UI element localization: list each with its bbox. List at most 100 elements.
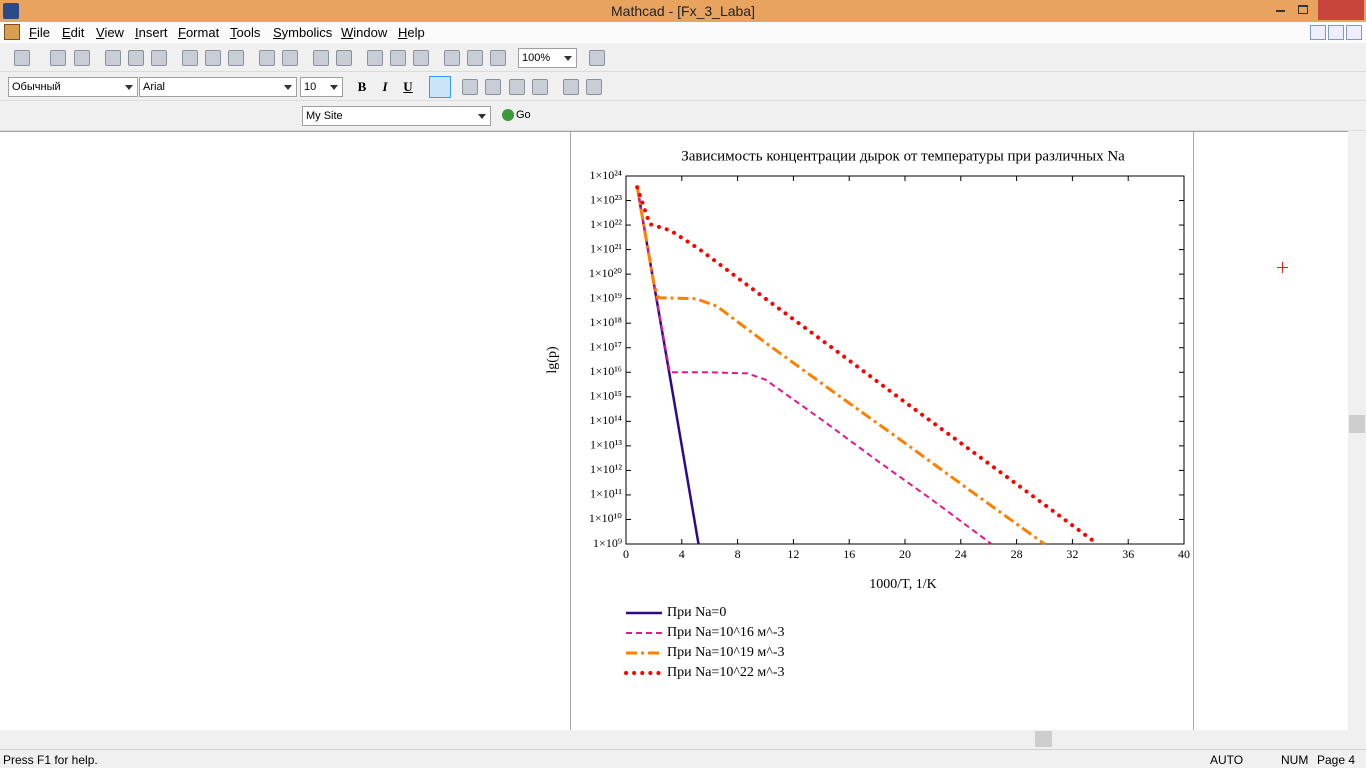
x-tick-label: 20 (899, 547, 911, 561)
toolbar-button[interactable] (105, 50, 121, 66)
mdi-minimize[interactable] (1310, 25, 1326, 40)
minimize-button[interactable] (1276, 10, 1285, 12)
menu-item[interactable]: Window (341, 25, 388, 40)
title-bar: Mathcad - [Fx_3_Laba] (0, 0, 1366, 22)
restore-button[interactable] (1298, 5, 1308, 14)
toolbar-button[interactable] (14, 50, 30, 66)
x-tick-label: 24 (955, 547, 967, 561)
bold-button[interactable]: B (357, 79, 367, 94)
menu-item[interactable]: File (29, 25, 50, 40)
toolbar-button[interactable] (205, 50, 221, 66)
scroll-thumb[interactable] (1035, 731, 1052, 747)
menu-bar (0, 22, 1366, 43)
y-tick-label: 1×10²² (590, 217, 622, 231)
toolbar-button[interactable] (282, 50, 298, 66)
menu-item[interactable]: Edit (62, 25, 85, 40)
x-tick-label: 28 (1011, 547, 1023, 561)
toolbar-button[interactable] (467, 50, 483, 66)
y-tick-label: 1×10¹² (590, 462, 622, 476)
y-tick-label: 1×10¹⁴ (589, 413, 622, 427)
toolbar-button[interactable] (74, 50, 90, 66)
scroll-thumb[interactable] (1349, 415, 1365, 433)
close-button[interactable] (1318, 0, 1364, 20)
y-tick-label: 1×10¹⁶ (589, 364, 622, 378)
x-tick-label: 36 (1122, 547, 1134, 561)
series-line (635, 185, 1100, 546)
toolbar-button[interactable] (367, 50, 383, 66)
legend-label: При Na=10^16 м^-3 (667, 625, 784, 640)
x-tick-label: 0 (623, 547, 629, 561)
go-icon (502, 109, 514, 121)
y-tick-label: 1×10²¹ (590, 241, 622, 255)
status-page: Page 4 (1317, 753, 1356, 767)
y-tick-label: 1×10¹¹ (590, 487, 622, 501)
y-tick-label: 1×10²³ (590, 192, 622, 206)
toolbar-button[interactable] (336, 50, 352, 66)
y-tick-label: 1×10¹⁷ (589, 339, 622, 353)
toolbar-button[interactable] (589, 50, 605, 66)
x-tick-label: 8 (735, 547, 741, 561)
legend-label: При Na=0 (667, 605, 726, 620)
toolbar-button[interactable] (182, 50, 198, 66)
menu-item[interactable]: Format (178, 25, 220, 40)
y-tick-label: 1×10¹⁹ (589, 290, 622, 304)
y-tick-label: 1×10¹⁸ (589, 315, 622, 329)
toolbar-button[interactable] (490, 50, 506, 66)
mdi-restore[interactable] (1328, 25, 1344, 40)
x-tick-label: 16 (843, 547, 855, 561)
app-icon (3, 3, 19, 19)
toolbar-button[interactable] (413, 50, 429, 66)
legend-label: При Na=10^19 м^-3 (667, 645, 784, 660)
menu-item[interactable]: View (96, 25, 124, 40)
toolbar-button[interactable] (259, 50, 275, 66)
align-left-button[interactable] (429, 76, 451, 98)
x-tick-label: 40 (1178, 547, 1190, 561)
y-tick-label: 1×10¹³ (590, 438, 622, 452)
horizontal-scrollbar[interactable] (0, 730, 1348, 749)
toolbar-button[interactable] (462, 79, 478, 95)
toolbar-button[interactable] (390, 50, 406, 66)
y-axis-label: lg(p) (545, 346, 560, 374)
zoom-combo[interactable]: 100% (518, 48, 577, 68)
legend-label: При Na=10^22 м^-3 (667, 665, 784, 680)
menu-item[interactable]: Help (398, 25, 425, 40)
go-button[interactable]: Go (516, 109, 531, 121)
toolbar-button[interactable] (444, 50, 460, 66)
font-combo[interactable]: Arial (139, 77, 297, 97)
series-line (635, 186, 1046, 546)
status-num: NUM (1281, 753, 1309, 767)
site-combo[interactable]: My Site (302, 106, 491, 126)
toolbar-button[interactable] (485, 79, 501, 95)
x-tick-label: 32 (1066, 547, 1078, 561)
menu-item[interactable]: Symbolics (273, 25, 333, 40)
size-combo[interactable]: 10 (300, 77, 343, 97)
cursor-cross (1282, 262, 1283, 273)
menu-item[interactable]: Insert (135, 25, 168, 40)
toolbar-button[interactable] (586, 79, 602, 95)
style-combo[interactable]: Обычный (8, 77, 138, 97)
toolbar-button[interactable] (151, 50, 167, 66)
menu-item[interactable]: Tools (230, 25, 261, 40)
toolbar-button[interactable] (532, 79, 548, 95)
toolbar-button[interactable] (128, 50, 144, 66)
toolbar-button[interactable] (228, 50, 244, 66)
window-title: Mathcad - [Fx_3_Laba] (611, 3, 755, 19)
mdi-close[interactable] (1346, 25, 1362, 40)
x-tick-label: 4 (679, 547, 685, 561)
toolbar-button[interactable] (313, 50, 329, 66)
vertical-scrollbar[interactable] (1348, 131, 1366, 730)
plot-frame (625, 175, 1185, 545)
italic-button[interactable]: I (382, 79, 388, 94)
standard-toolbar (0, 43, 1366, 72)
series-line (636, 187, 993, 545)
chart-title: Зависимость концентрации дырок от темпер… (681, 148, 1125, 164)
underline-button[interactable]: U (403, 79, 413, 94)
page-edge (570, 132, 571, 730)
x-axis-label: 1000/T, 1/K (869, 577, 936, 592)
toolbar-button[interactable] (563, 79, 579, 95)
toolbar-button[interactable] (509, 79, 525, 95)
toolbar-button[interactable] (50, 50, 66, 66)
y-tick-label: 1×10²⁰ (589, 266, 622, 280)
